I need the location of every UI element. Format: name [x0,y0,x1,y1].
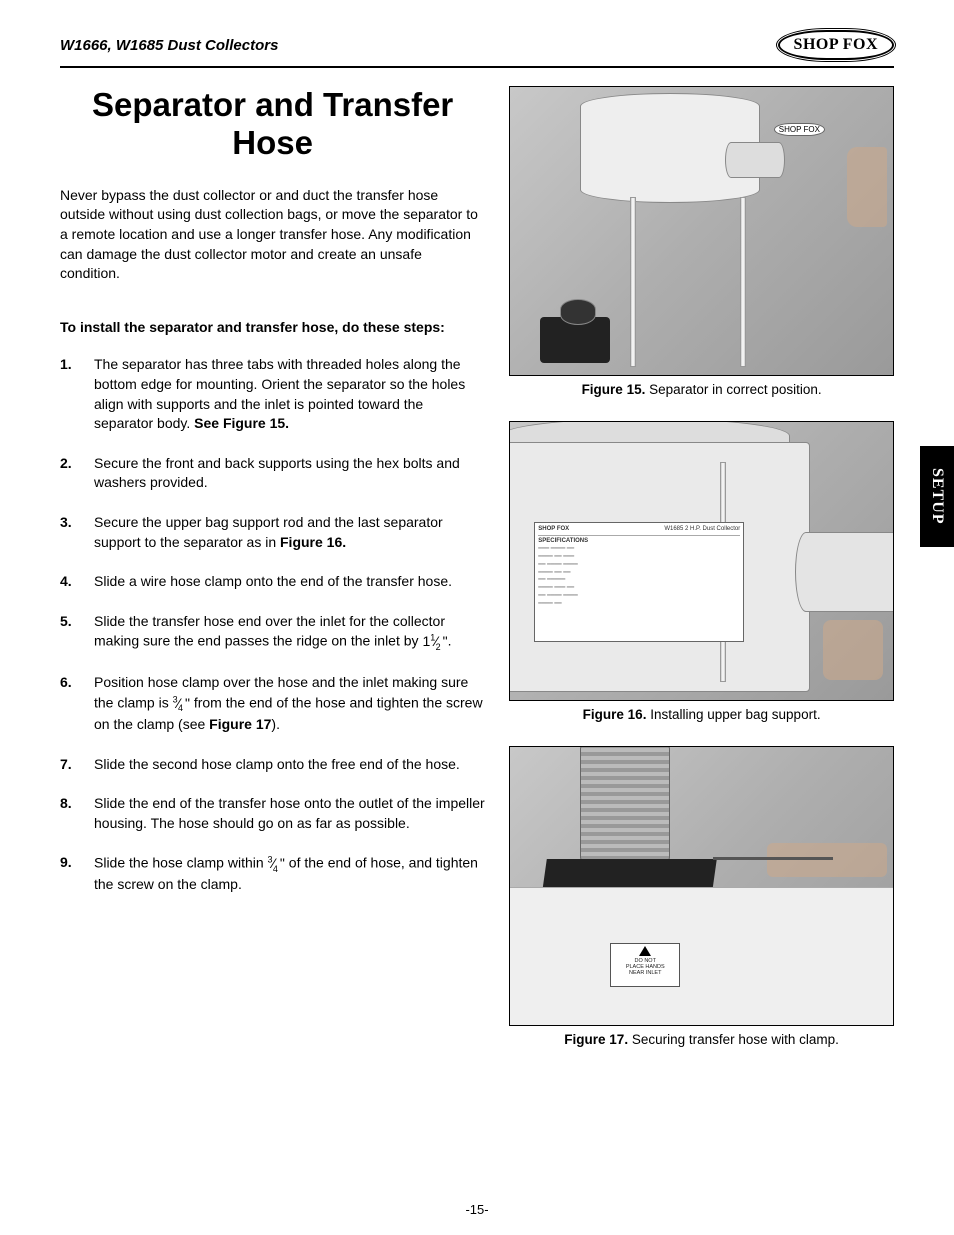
figure-16-caption: Figure 16. Installing upper bag support. [509,707,894,722]
warning-label-text: DO NOT PLACE HANDS NEAR INLET [626,958,665,976]
spec-label-brand: SHOP FOX [538,526,569,533]
steps-lead-in: To install the separator and transfer ho… [60,318,485,338]
spec-label-subhead: SPECIFICATIONS [538,538,588,544]
figure-15-image: SHOP FOX [509,86,894,376]
step-9: Slide the hose clamp within 3⁄4" of the … [60,853,485,895]
figure-17: DO NOT PLACE HANDS NEAR INLET Figure 17.… [509,746,894,1047]
step-7: Slide the second hose clamp onto the fre… [60,755,485,775]
figure-17-image: DO NOT PLACE HANDS NEAR INLET [509,746,894,1026]
step-1: The separator has three tabs with thread… [60,355,485,433]
header-rule [60,66,894,68]
step-2: Secure the front and back supports using… [60,454,485,493]
step-8: Slide the end of the transfer hose onto … [60,794,485,833]
page-title: Separator and Transfer Hose [60,86,485,162]
step-3: Secure the upper bag support rod and the… [60,513,485,552]
figure-15: SHOP FOX Figure 15. Separator in correct… [509,86,894,397]
brand-logo: SHOP FOX [778,30,894,60]
figure-15-caption: Figure 15. Separator in correct position… [509,382,894,397]
figure-16-image: SHOP FOX W1685 2 H.P. Dust Collector SPE… [509,421,894,701]
step-4: Slide a wire hose clamp onto the end of … [60,572,485,592]
steps-list: The separator has three tabs with thread… [60,355,485,895]
page-number: -15- [0,1202,954,1217]
spec-label-heading: W1685 2 H.P. Dust Collector [664,526,740,533]
step-5: Slide the transfer hose end over the inl… [60,612,485,654]
doc-title: W1666, W1685 Dust Collectors [60,37,278,54]
step-6: Position hose clamp over the hose and th… [60,673,485,734]
figure-16: SHOP FOX W1685 2 H.P. Dust Collector SPE… [509,421,894,722]
intro-paragraph: Never bypass the dust collector or and d… [60,186,485,284]
figure-17-caption: Figure 17. Securing transfer hose with c… [509,1032,894,1047]
section-tab: SETUP [920,446,954,547]
